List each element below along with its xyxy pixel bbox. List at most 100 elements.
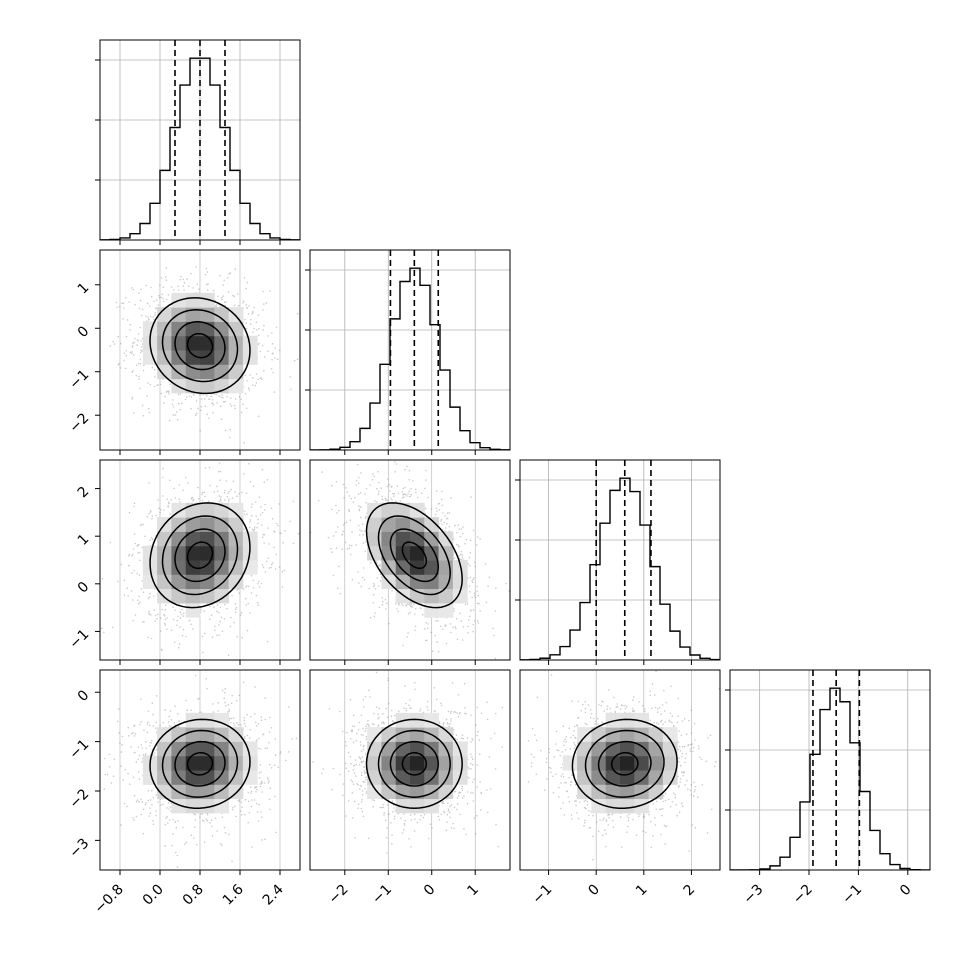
contour	[161, 729, 239, 798]
scatter-panel-1-0: 1 0 −1 −2	[66, 249, 301, 455]
density-cell	[452, 588, 468, 604]
density-cell	[185, 517, 201, 532]
x-tick-label: 0.0	[140, 882, 167, 909]
density-cell	[424, 545, 440, 561]
contour	[149, 502, 251, 609]
density-cell	[634, 712, 650, 728]
x-tick-label: 0	[421, 882, 439, 900]
density-cell	[424, 560, 440, 575]
density-cell	[424, 574, 440, 590]
density-cell	[424, 784, 440, 800]
contour	[597, 740, 652, 787]
x-tick-label: 0	[897, 882, 915, 900]
contour	[377, 515, 451, 596]
density-cell	[381, 784, 397, 800]
density-cell	[381, 755, 397, 771]
density-cell	[562, 755, 578, 771]
y-tick-label: 0	[75, 323, 93, 341]
density-cell	[171, 755, 187, 771]
contour	[186, 751, 214, 776]
x-tick-label: −0.8	[91, 882, 126, 917]
contour	[389, 528, 440, 583]
contour	[584, 729, 665, 798]
density-cell	[200, 798, 215, 814]
density-cell	[214, 798, 230, 814]
density-cell	[367, 545, 382, 561]
density-cell	[185, 798, 201, 814]
density-cell	[577, 770, 592, 785]
density-cell	[200, 588, 215, 604]
contour	[365, 502, 463, 609]
contour	[174, 321, 226, 371]
x-tick-label: −2	[790, 882, 816, 908]
density-cell	[185, 364, 201, 380]
density-cell	[228, 307, 244, 322]
density-cell	[185, 741, 201, 757]
density-cell	[200, 378, 215, 394]
y-tick-label: 1	[75, 280, 93, 298]
density-cell	[200, 727, 215, 742]
density-cell	[634, 741, 650, 757]
density-cell	[185, 350, 201, 365]
density-cell	[381, 502, 397, 518]
density-cell	[662, 727, 678, 742]
x-tick-label: −2	[326, 882, 352, 908]
density-cell	[424, 755, 440, 771]
density-cell	[157, 741, 172, 757]
density-cell	[634, 770, 650, 785]
density-cell	[620, 755, 635, 771]
density-cell	[424, 588, 440, 604]
density-cell	[157, 531, 172, 547]
density-cell	[214, 545, 230, 561]
density-cell	[605, 770, 621, 785]
y-tick-label: −1	[66, 367, 92, 393]
density-cell	[648, 727, 664, 742]
y-tick-label: 2	[75, 484, 93, 502]
density-cell	[242, 770, 258, 785]
density-cell	[577, 727, 592, 742]
density-cell	[214, 364, 230, 380]
density-cell	[395, 560, 411, 575]
contour	[401, 751, 428, 776]
panel-frame	[309, 669, 511, 871]
density-cell	[242, 350, 258, 365]
density-cell	[634, 798, 650, 814]
density-cell	[438, 560, 454, 575]
density-cell	[200, 545, 215, 561]
density-cell	[438, 770, 454, 785]
density-cell	[228, 770, 244, 785]
density-cell	[200, 335, 215, 351]
density-cell	[395, 741, 411, 757]
histogram-step	[310, 267, 510, 450]
histogram-panel-2	[515, 459, 721, 665]
density-cell	[171, 335, 187, 351]
scatter-panel-3-2: −1 0 1 2	[519, 669, 721, 907]
histogram-step	[730, 687, 930, 870]
density-cell	[381, 741, 397, 757]
density-cell	[452, 574, 468, 590]
density-cell	[242, 335, 258, 351]
panel-frame	[309, 459, 511, 661]
density-cell	[200, 292, 215, 308]
x-tick-label: 0.8	[180, 882, 207, 909]
panel-frame	[519, 669, 721, 871]
density-cell	[367, 784, 382, 800]
density-cell	[200, 307, 215, 322]
density-cell	[648, 770, 664, 785]
contour	[571, 718, 678, 809]
density-cell	[605, 798, 621, 814]
density-cell	[157, 364, 172, 380]
density-cell	[228, 502, 244, 518]
x-tick-label: 1.6	[220, 881, 247, 908]
density-cell	[228, 321, 244, 337]
density-cell	[410, 798, 425, 814]
density-cell	[648, 741, 664, 757]
y-tick-label: 0	[75, 579, 93, 597]
density-cell	[171, 531, 187, 547]
contour	[161, 515, 239, 596]
x-tick-label: 0	[585, 882, 603, 900]
density-cell	[242, 560, 258, 575]
density-cell	[171, 727, 187, 742]
scatter-panel-2-0: 2 1 0 −1	[66, 459, 301, 665]
